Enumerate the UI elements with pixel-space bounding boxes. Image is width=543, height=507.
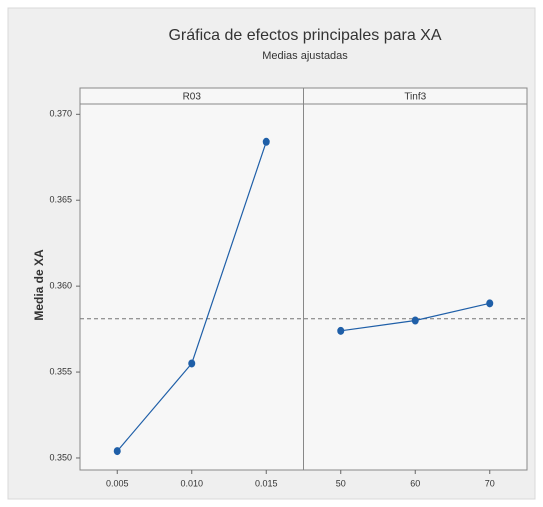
x-tick-label: 60 (410, 478, 420, 488)
y-tick-label: 0.360 (49, 281, 72, 291)
x-tick-label: 70 (485, 478, 495, 488)
data-point (113, 447, 121, 456)
panel-background (303, 103, 528, 471)
data-point (486, 299, 494, 308)
data-point (411, 316, 419, 325)
x-tick-label: 0.015 (255, 478, 278, 488)
x-tick-label: 50 (336, 478, 346, 488)
panel-title: R03 (183, 92, 202, 103)
data-point (337, 326, 345, 335)
y-tick-label: 0.370 (49, 109, 72, 119)
x-tick-label: 0.010 (180, 478, 203, 488)
data-point (188, 359, 196, 368)
data-point (262, 137, 270, 146)
y-tick-label: 0.365 (49, 195, 72, 205)
y-axis-label: Media de XA (32, 249, 46, 321)
y-tick-label: 0.350 (49, 452, 72, 462)
x-tick-label: 0.005 (106, 478, 129, 488)
panel-header (303, 87, 528, 105)
panel-title: Tinf3 (404, 92, 426, 103)
panel-background (79, 103, 304, 471)
y-tick-label: 0.355 (49, 366, 72, 376)
chart-subtitle: Medias ajustadas (262, 50, 348, 62)
chart-title: Gráfica de efectos principales para XA (168, 27, 441, 44)
